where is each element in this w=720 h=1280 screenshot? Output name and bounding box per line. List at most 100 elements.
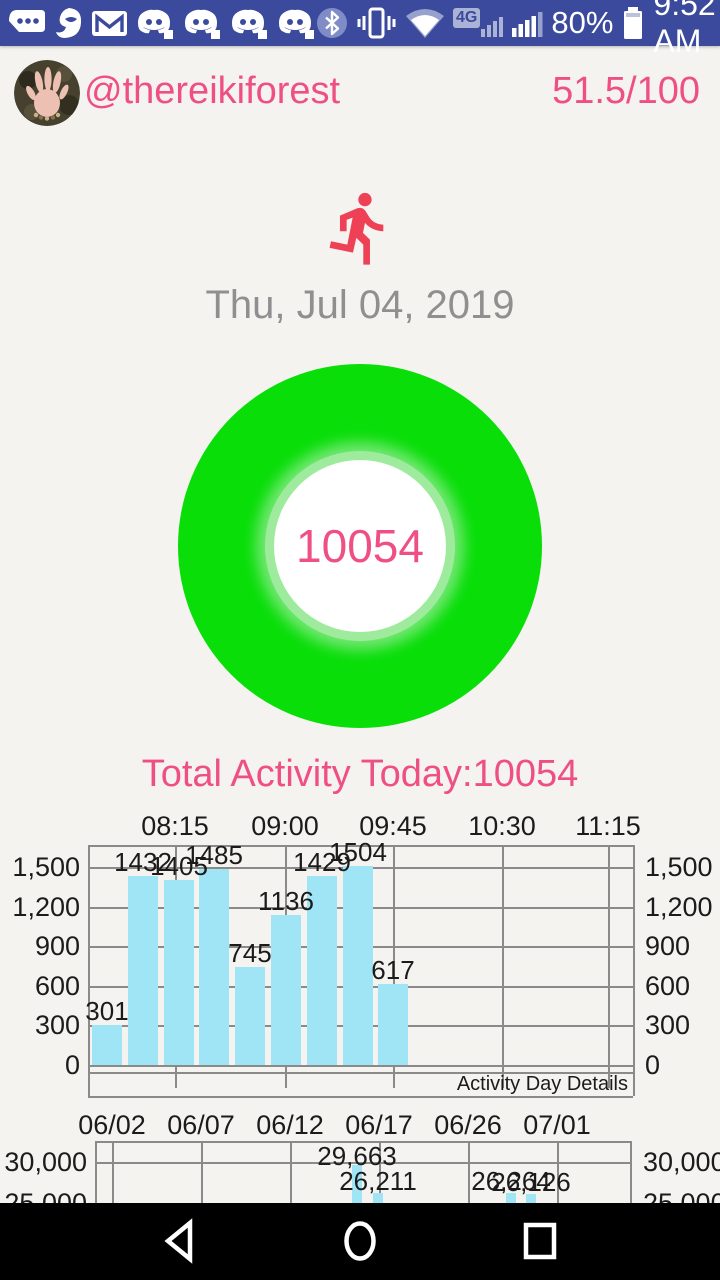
x-tick-label: 08:15 [141,811,209,841]
recents-button[interactable] [517,1218,563,1264]
y-tick-label-left: 30,000 [4,1147,87,1177]
home-button[interactable] [337,1218,383,1264]
score-badge: 51.5/100 [552,70,700,112]
android-nav-bar [0,1203,720,1280]
progress-ring: 10054 [178,364,542,728]
axis-tick [175,1072,177,1088]
plot-border-right [633,845,635,1096]
gridline-vertical [502,845,504,1072]
bar-value-label: 26,126 [491,1166,571,1197]
plot-border-left [95,1141,97,1216]
notification-icons [7,7,316,39]
signal-strength-icon [511,8,544,38]
avatar[interactable] [14,60,80,126]
axis-tick [608,1072,610,1088]
mobile-data-4g-icon: 4G [453,8,504,38]
x-tick-label: 06/26 [434,1110,502,1140]
gridline-vertical [393,845,395,1072]
battery-percent: 80% [551,5,614,40]
vibrate-icon [355,7,397,39]
bluetooth-icon [316,7,348,39]
status-bar: 4G 80% 9:52 AM [0,0,720,59]
bar-value-label: 1485 [185,839,243,870]
bar-value-label: 1405 [150,850,208,881]
gmail-icon [91,9,128,38]
y-tick-label-right: 1,200 [645,891,713,922]
gridline-vertical [608,845,610,1072]
bar [164,879,194,1065]
x-tick-label: 09:45 [359,811,427,841]
clock: 9:52 AM [653,0,716,59]
bar [378,983,408,1065]
bar [352,1164,362,1216]
x-tick-label: 11:15 [575,811,641,841]
plot-border-top [88,845,633,847]
gridline-horizontal [95,1162,630,1164]
bar-value-label: 745 [228,937,272,968]
gridline-vertical [290,1141,292,1216]
y-tick-label-left: 600 [34,970,80,1001]
profile-header: @thereikiforest 51.5/100 [0,58,720,134]
bar [235,966,265,1065]
y-tick-label-left: 0 [64,1050,80,1080]
y-tick-label-left: 300 [34,1010,80,1041]
username: @thereikiforest [84,70,341,112]
bar-value-label: 1136 [258,886,314,917]
gridline-vertical [112,1141,114,1216]
wifi-icon [404,7,446,39]
gridline-horizontal [88,1065,633,1067]
runner-icon [320,188,400,268]
discord-icon [230,8,269,39]
plot-border-strip [88,1096,633,1098]
axis-tick [393,1072,395,1088]
bar [128,875,158,1065]
y-tick-label-left: 1,500 [12,852,80,882]
gridline-vertical [557,1141,559,1216]
plot-border-top [95,1141,630,1143]
x-tick-label: 06/07 [167,1110,235,1140]
system-status-icons: 4G 80% 9:52 AM [316,0,716,60]
plot-border-right [630,1141,632,1216]
y-tick-label-right: 600 [645,970,691,1001]
total-activity-label: Total Activity Today:10054 [141,753,579,795]
gridline-vertical [468,1141,470,1216]
bird-app-icon [55,7,83,39]
y-tick-label-left: 1,200 [12,891,80,922]
y-tick-label-right: 900 [645,931,691,962]
x-tick-label: 09:00 [251,811,319,841]
chart-title: Activity Day Details [456,1073,628,1095]
bar-value-label: 1432 [114,846,172,877]
x-tick-label: 06/17 [345,1110,413,1140]
progress-ring-center: 10054 [274,460,446,632]
bar-value-label: 29,663 [317,1141,397,1171]
axis-tick [285,1072,287,1088]
plot-border-left [88,845,90,1096]
plot-border-bottom [88,1072,633,1074]
bar [199,868,229,1065]
discord-icon [136,8,175,39]
date-label: Thu, Jul 04, 2019 [205,283,515,327]
back-button[interactable] [157,1218,203,1264]
bar-value-label: 1429 [293,847,351,878]
bar [343,866,373,1065]
bar [307,876,337,1065]
discord-icon [277,8,316,39]
discord-icon [183,8,222,39]
bar-value-label: 1504 [329,837,387,868]
step-count: 10054 [296,520,424,572]
y-tick-label-left: 900 [34,931,80,962]
y-tick-label-right: 30,000 [643,1147,720,1177]
network-type-badge: 4G [453,8,481,28]
x-tick-label: 06/12 [256,1110,324,1140]
x-tick-label: 06/02 [78,1110,146,1140]
y-tick-label-right: 300 [645,1010,691,1041]
bar-value-label: 26,211 [339,1166,417,1197]
y-tick-label-right: 0 [645,1050,661,1080]
battery-icon [620,6,646,40]
y-tick-label-right: 1,500 [645,852,713,882]
bar-value-label: 617 [371,954,415,985]
gridline-vertical [201,1141,203,1216]
x-tick-label: 10:30 [468,811,536,841]
bar-value-label: 26,264 [471,1165,551,1196]
